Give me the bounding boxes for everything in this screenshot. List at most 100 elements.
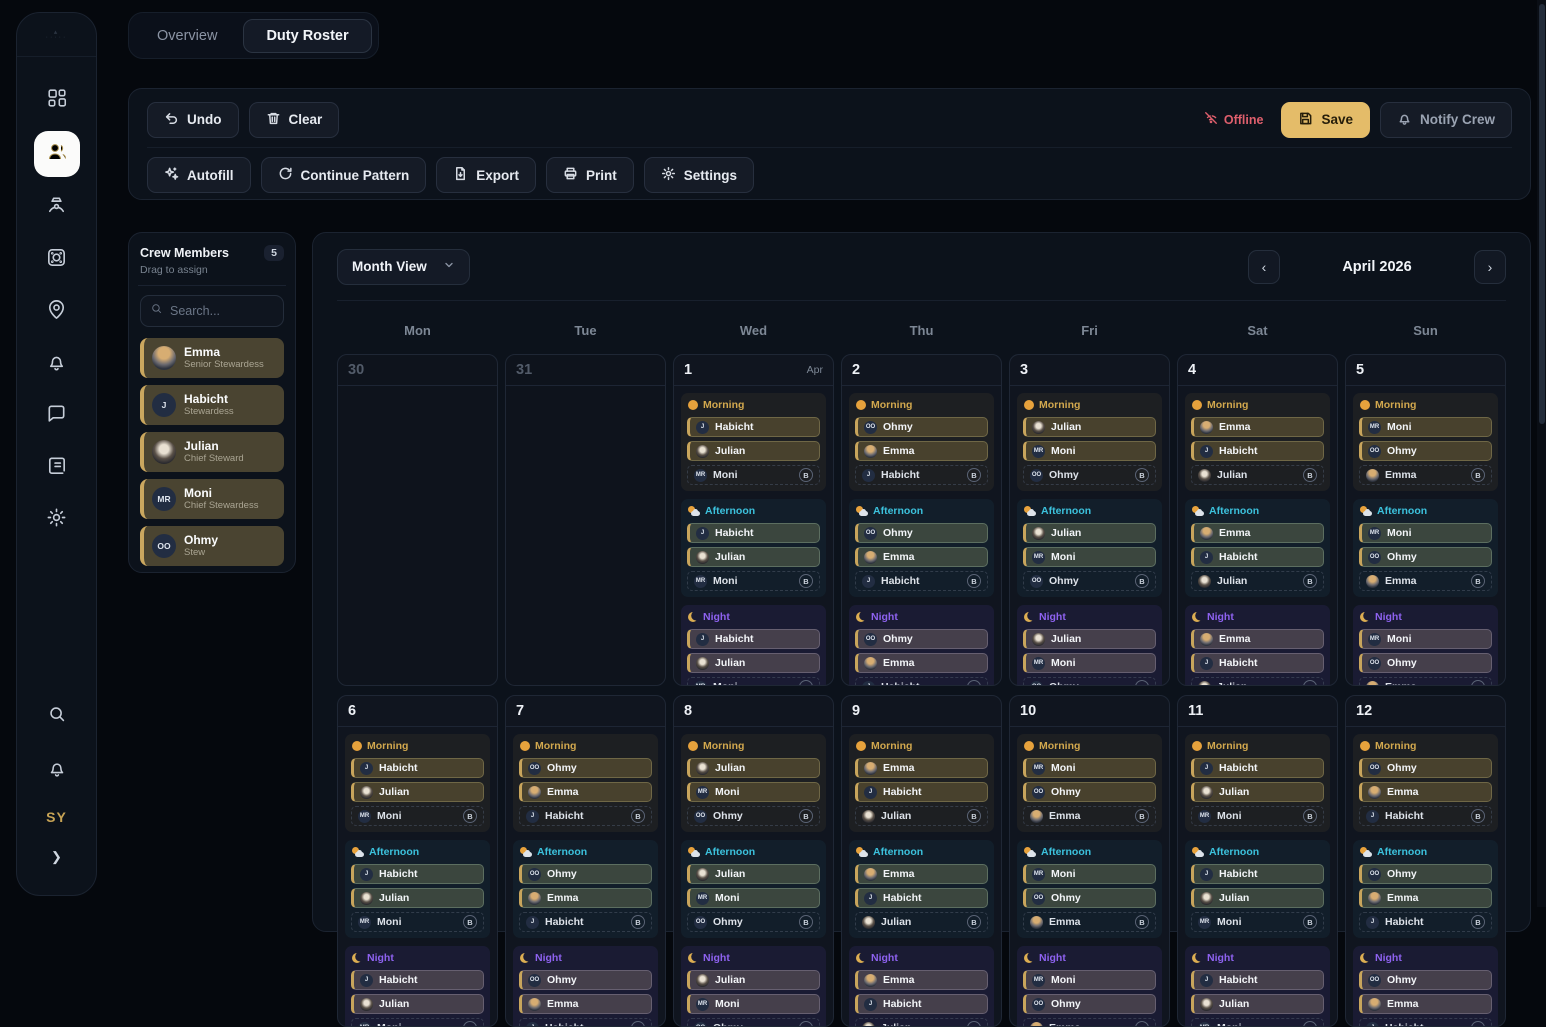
- view-select[interactable]: Month View: [337, 249, 470, 285]
- tab-overview[interactable]: Overview: [135, 20, 239, 52]
- undo-button[interactable]: Undo: [147, 102, 239, 138]
- assignment-chip[interactable]: Emma: [855, 758, 988, 778]
- sidebar-item-settings[interactable]: [42, 505, 72, 535]
- sidebar-notifications[interactable]: [42, 755, 72, 785]
- chevron-right-icon[interactable]: ❯: [51, 849, 62, 865]
- sidebar-search[interactable]: [42, 701, 72, 731]
- sidebar-item-dashboard[interactable]: [42, 85, 72, 115]
- user-avatar[interactable]: SY: [46, 809, 67, 825]
- settings-button[interactable]: Settings: [644, 157, 754, 193]
- assignment-chip[interactable]: Emma: [519, 888, 652, 908]
- print-button[interactable]: Print: [546, 157, 634, 193]
- sidebar-item-camera[interactable]: [42, 245, 72, 275]
- sidebar-item-alerts[interactable]: [42, 349, 72, 379]
- assignment-chip[interactable]: Emma: [1359, 782, 1492, 802]
- assignment-chip[interactable]: Emma: [1359, 888, 1492, 908]
- assignment-chip[interactable]: Julian: [687, 653, 820, 673]
- assignment-chip[interactable]: Emma: [1191, 523, 1324, 543]
- assignment-chip[interactable]: Emma: [855, 547, 988, 567]
- prev-month-button[interactable]: ‹: [1248, 250, 1280, 284]
- autofill-button[interactable]: Autofill: [147, 157, 251, 193]
- assignment-chip[interactable]: Julian: [351, 994, 484, 1014]
- assignment-chip[interactable]: Emma: [855, 441, 988, 461]
- assignment-chip[interactable]: Julian: [1023, 417, 1156, 437]
- assignment-chip[interactable]: Julian: [1023, 523, 1156, 543]
- assignment-chip[interactable]: Emma: [855, 653, 988, 673]
- clear-button[interactable]: Clear: [249, 102, 340, 138]
- assignment-chip[interactable]: Julian: [687, 547, 820, 567]
- next-month-button[interactable]: ›: [1474, 250, 1506, 284]
- assignment-chip[interactable]: Emma: [1191, 417, 1324, 437]
- save-button[interactable]: Save: [1281, 102, 1370, 138]
- assignment-chip[interactable]: Julian: [351, 888, 484, 908]
- crew-search[interactable]: [140, 295, 284, 327]
- assignment-chip[interactable]: Julian: [1191, 782, 1324, 802]
- assignment-chip[interactable]: Julian: [1191, 888, 1324, 908]
- continue-pattern-button[interactable]: Continue Pattern: [261, 157, 427, 193]
- assignment-chip[interactable]: Julian: [687, 864, 820, 884]
- assignment-chip[interactable]: Julian: [687, 441, 820, 461]
- sidebar-item-locations[interactable]: [42, 297, 72, 327]
